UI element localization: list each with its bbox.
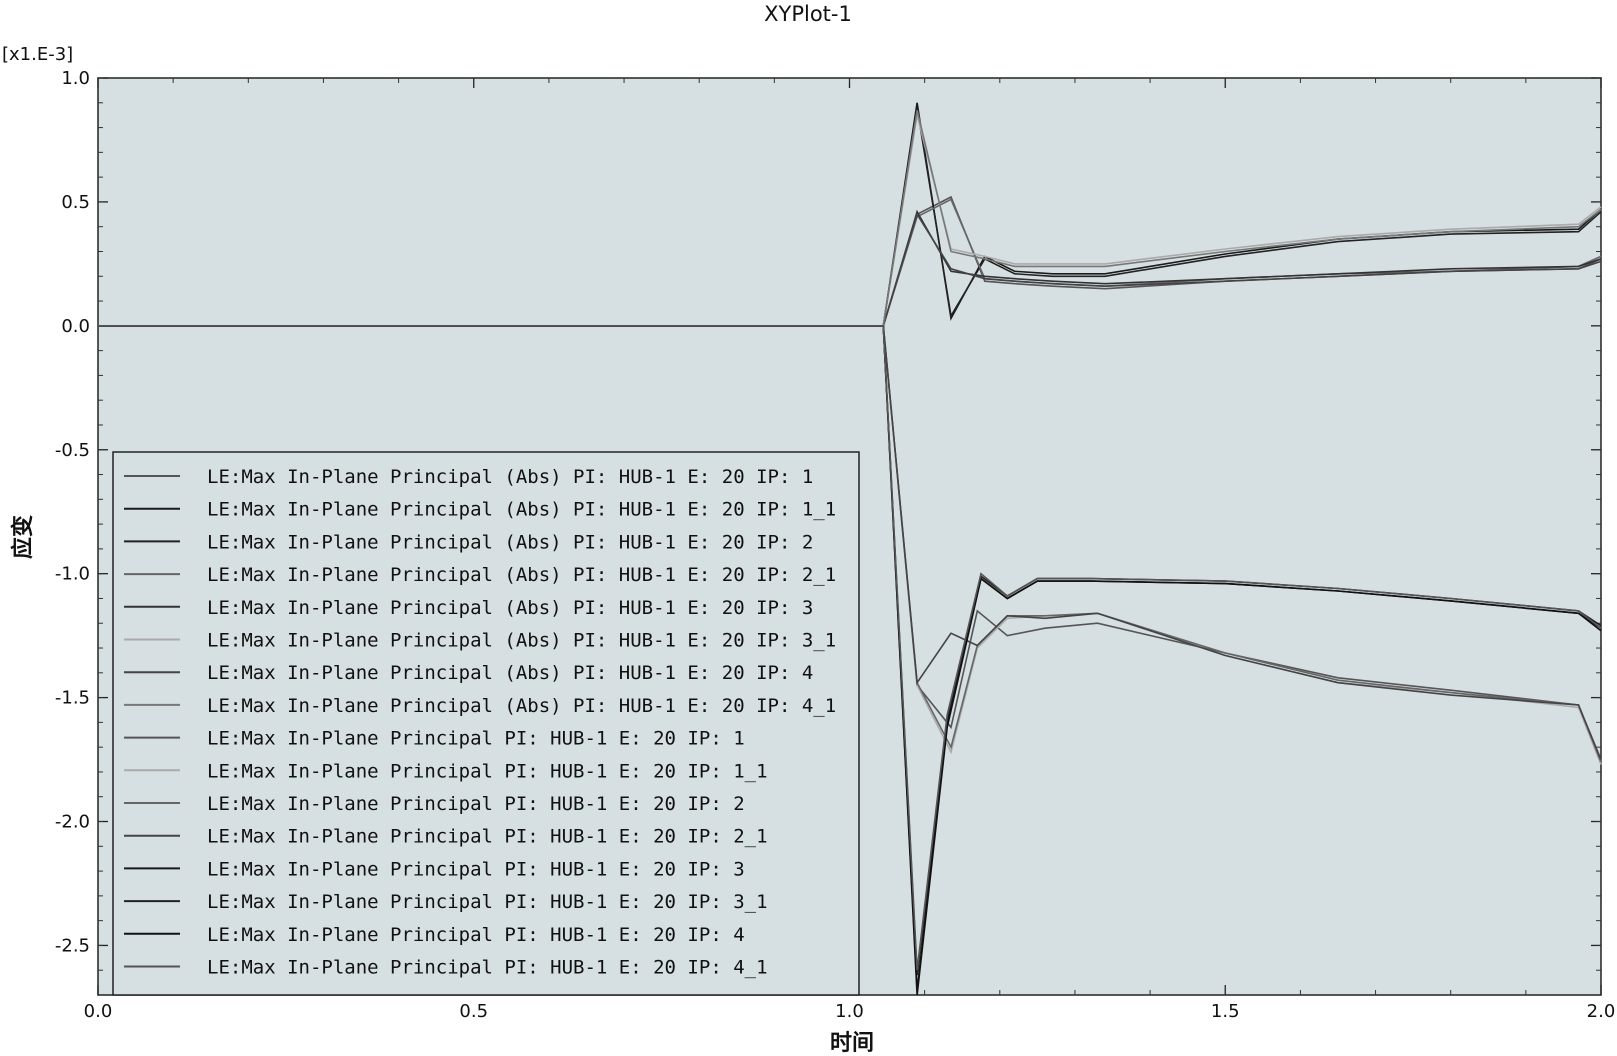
x-tick-label: 0.5 (459, 1001, 488, 1022)
y-tick-label: -2.5 (55, 935, 90, 956)
y-tick-label: 0.5 (61, 192, 90, 213)
legend-entry: LE:Max In-Plane Principal (Abs) PI: HUB-… (207, 531, 813, 553)
x-tick-label: 1.0 (835, 1001, 864, 1022)
x-tick-label: 2.0 (1587, 1001, 1616, 1022)
legend-entry: LE:Max In-Plane Principal PI: HUB-1 E: 2… (207, 957, 768, 979)
y-tick-label: 0.0 (61, 316, 90, 337)
legend-entry: LE:Max In-Plane Principal (Abs) PI: HUB-… (207, 630, 836, 652)
series-lines (98, 102, 1602, 996)
y-tick-label: -1.0 (55, 564, 90, 585)
legend-entry: LE:Max In-Plane Principal (Abs) PI: HUB-… (207, 564, 836, 586)
legend-box (112, 451, 860, 996)
series-line-15 (98, 324, 1602, 996)
y-tick-label: 1.0 (61, 68, 90, 89)
legend: LE:Max In-Plane Principal (Abs) PI: HUB-… (112, 451, 860, 996)
chart-title: XYPlot-1 (764, 2, 852, 26)
legend-entry: LE:Max In-Plane Principal (Abs) PI: HUB-… (207, 466, 813, 488)
legend-entry: LE:Max In-Plane Principal PI: HUB-1 E: 2… (207, 760, 768, 782)
series-line-16 (98, 324, 1602, 971)
y-axis-label: 应变 (10, 515, 36, 559)
y-tick-label: -2.0 (55, 812, 90, 833)
legend-entry: LE:Max In-Plane Principal (Abs) PI: HUB-… (207, 695, 836, 717)
series-line-7 (98, 212, 1602, 327)
legend-entry: LE:Max In-Plane Principal PI: HUB-1 E: 2… (207, 891, 768, 913)
legend-entry: LE:Max In-Plane Principal PI: HUB-1 E: 2… (207, 924, 745, 946)
legend-entry: LE:Max In-Plane Principal PI: HUB-1 E: 2… (207, 793, 745, 815)
y-tick-label: -1.5 (55, 688, 90, 709)
series-line-5 (98, 209, 1602, 327)
legend-entry: LE:Max In-Plane Principal PI: HUB-1 E: 2… (207, 858, 745, 880)
x-axis-label: 时间 (830, 1031, 874, 1056)
series-line-12 (98, 324, 1602, 760)
legend-entry: LE:Max In-Plane Principal (Abs) PI: HUB-… (207, 662, 813, 684)
series-line-3 (98, 107, 1602, 327)
legend-entry: LE:Max In-Plane Principal PI: HUB-1 E: 2… (207, 728, 745, 750)
legend-entry: LE:Max In-Plane Principal (Abs) PI: HUB-… (207, 499, 836, 521)
x-tick-label: 0.0 (84, 1001, 113, 1022)
series-line-8 (98, 110, 1602, 327)
x-tick-label: 1.5 (1211, 1001, 1240, 1022)
y-scale-label: [x1.E-3] (2, 44, 73, 65)
legend-entry: LE:Max In-Plane Principal (Abs) PI: HUB-… (207, 597, 813, 619)
legend-entry: LE:Max In-Plane Principal PI: HUB-1 E: 2… (207, 826, 768, 848)
y-tick-label: -0.5 (55, 440, 90, 461)
